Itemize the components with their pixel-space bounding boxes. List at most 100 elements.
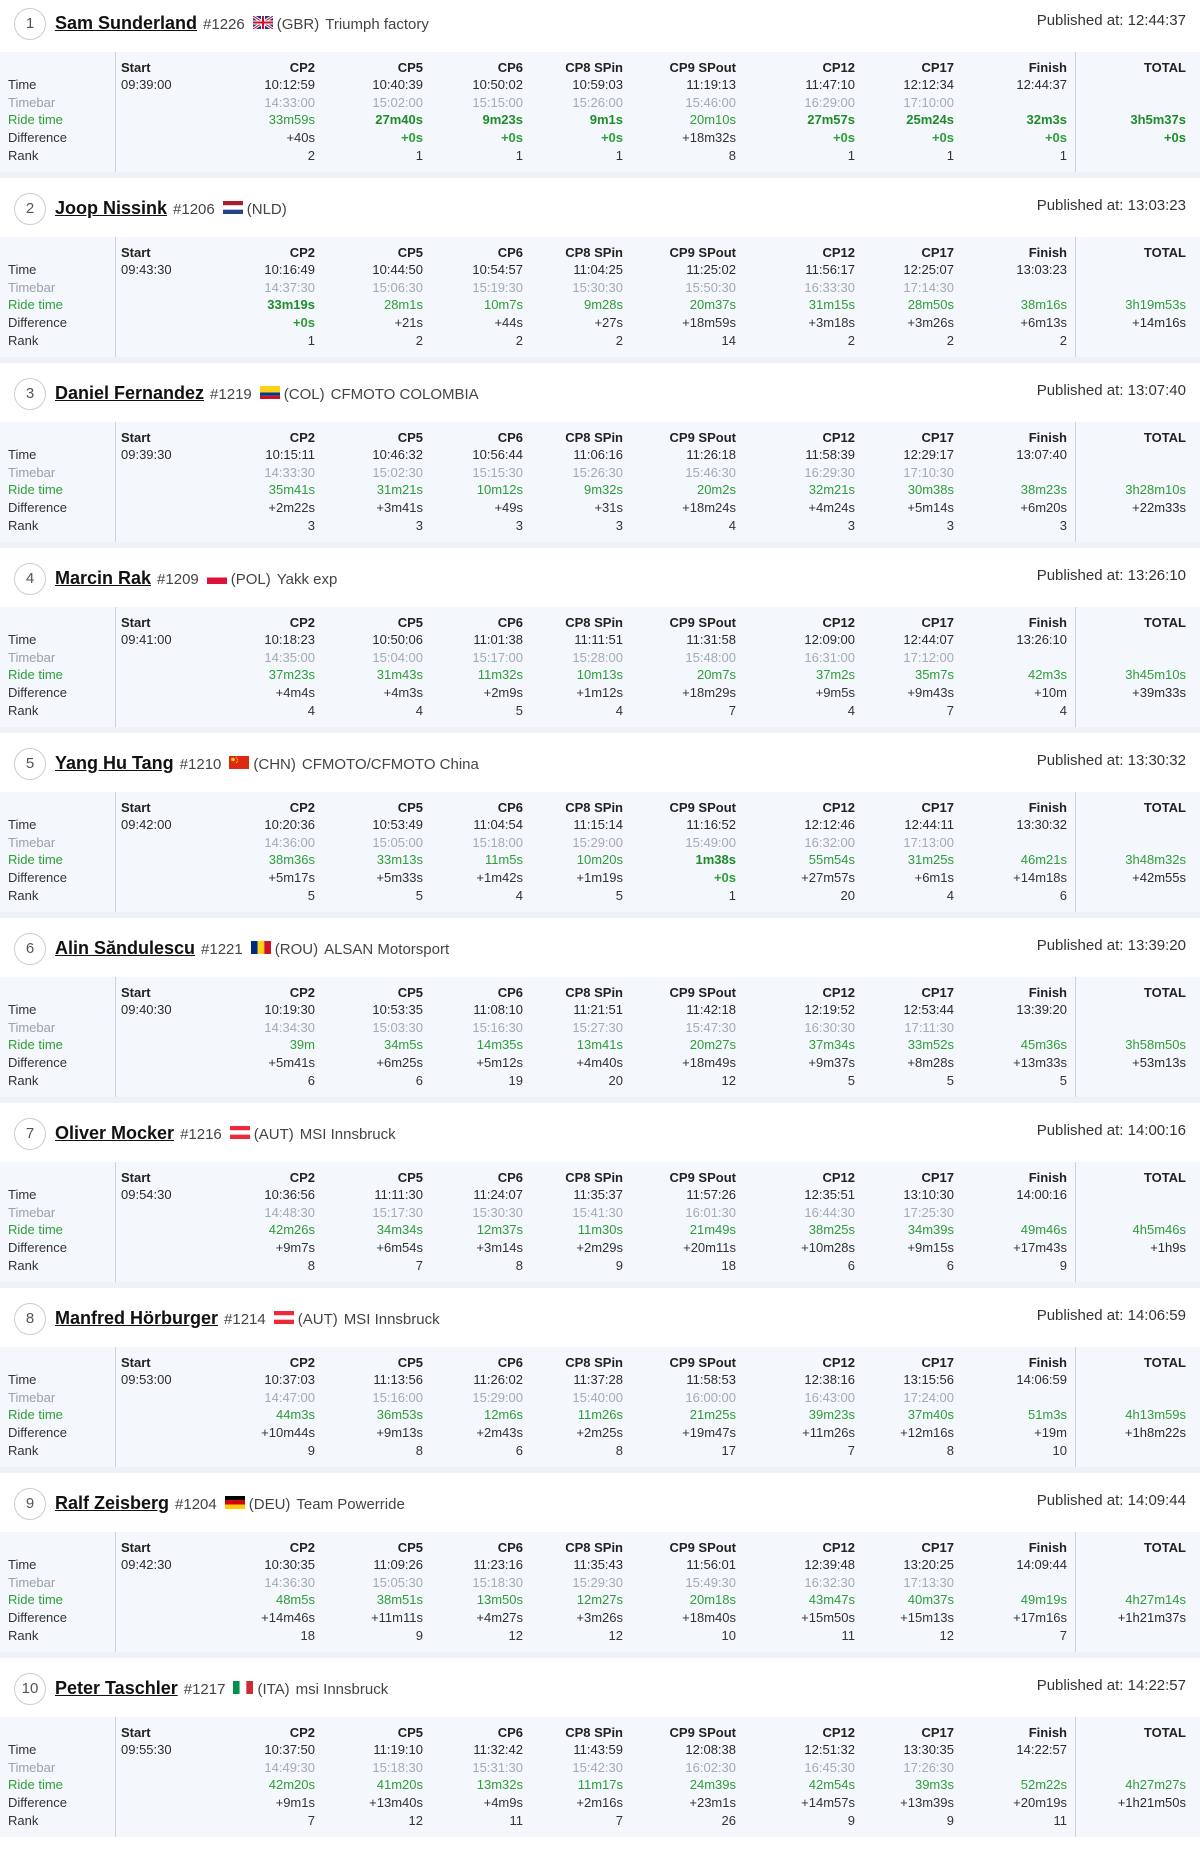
checkpoint-time: 10:40:39: [372, 77, 423, 92]
checkpoint-difference: +19m47s: [682, 1425, 736, 1440]
checkpoint-difference: +44s: [494, 315, 523, 330]
checkpoint-difference: +3m18s: [808, 315, 855, 330]
checkpoint-difference: +27s: [594, 315, 623, 330]
checkpoint-difference: +0s: [1044, 130, 1067, 145]
checkpoint-time: 10:54:57: [472, 262, 523, 277]
checkpoint-ride-time: 48m5s: [275, 1592, 315, 1607]
checkpoint-ride-time: 41m20s: [376, 1777, 423, 1792]
checkpoint-difference: +5m14s: [907, 500, 954, 515]
rider-name-link[interactable]: Peter Taschler: [55, 1678, 178, 1698]
rider-name-link[interactable]: Yang Hu Tang: [55, 753, 174, 773]
checkpoint-difference: +4m40s: [576, 1055, 623, 1070]
checkpoint-timebar: 16:31:00: [804, 650, 855, 665]
rider-name-link[interactable]: Ralf Zeisberg: [55, 1493, 170, 1513]
checkpoint-header: CP17: [921, 60, 954, 75]
rider-name-link[interactable]: Joop Nissink: [55, 198, 168, 218]
checkpoint-timebar: 14:33:00: [264, 95, 315, 110]
checkpoint-ride-time: 9m28s: [583, 297, 623, 312]
checkpoint-column: CP6 11:08:10 15:16:30 14m35s +5m12s 19: [423, 977, 523, 1097]
checkpoint-rank: 2: [515, 333, 523, 348]
checkpoint-column: CP5 10:40:39 15:02:00 27m40s +0s 1: [323, 52, 423, 172]
checkpoint-rank: 11: [841, 1628, 856, 1643]
checkpoint-ride-time: 12m37s: [476, 1222, 523, 1237]
checkpoint-timebar: 17:12:00: [903, 650, 954, 665]
checkpoint-timebar: 15:17:30: [372, 1205, 423, 1220]
published-time: Published at: 14:00:16: [1036, 1122, 1186, 1139]
checkpoint-time: 12:44:11: [904, 817, 954, 832]
checkpoint-rank: 5: [515, 703, 523, 718]
checkpoint-header: CP12: [822, 615, 855, 630]
rider-team: CFMOTO COLOMBIA: [330, 386, 479, 403]
row-label-df: Difference: [8, 1055, 68, 1070]
position-badge: 6: [14, 933, 46, 965]
checkpoint-timebar: 15:26:00: [572, 95, 623, 110]
checkpoint-timebar: 15:18:30: [372, 1760, 423, 1775]
checkpoint-column: Finish 14:09:44 49m19s +17m16s 7: [967, 1532, 1067, 1652]
checkpoint-timebar: 14:33:30: [264, 465, 315, 480]
rider-info: Daniel Fernandez #1219 (COL) CFMOTO COLOMBI…: [55, 383, 479, 404]
checkpoint-time: 14:09:44: [1016, 1557, 1067, 1572]
row-label-rk: Rank: [8, 148, 39, 163]
checkpoint-time: 11:06:16: [573, 447, 623, 462]
total-ride-time: 3h19m53s: [1125, 297, 1186, 312]
checkpoint-header: CP2: [289, 1355, 315, 1370]
row-labels: Time Timebar Ride time Difference Rank: [0, 52, 116, 172]
rider-name-link[interactable]: Sam Sunderland: [55, 13, 198, 33]
checkpoint-timebar: 15:30:30: [472, 1205, 523, 1220]
rider-name-link[interactable]: Alin Săndulescu: [55, 938, 196, 958]
checkpoint-rank: 1: [307, 333, 315, 348]
checkpoint-column: CP8 SPin 10:59:03 15:26:00 9m1s +0s 1: [523, 52, 623, 172]
checkpoint-difference: +2m29s: [576, 1240, 623, 1255]
checkpoint-column: CP8 SPin 11:06:16 15:26:30 9m32s +31s 3: [523, 422, 623, 542]
checkpoint-rank: 9: [307, 1443, 315, 1458]
rider-result: 1 Sam Sunderland #1226 (GBR) Triumph factory…: [0, 0, 1200, 178]
published-time: Published at: 14:22:57: [1036, 1677, 1186, 1694]
checkpoint-rank: 7: [946, 703, 954, 718]
checkpoint-rank: 9: [847, 1813, 855, 1828]
checkpoint-column: CP6 11:23:16 15:18:30 13m50s +4m27s 12: [423, 1532, 523, 1652]
checkpoint-difference: +8m28s: [907, 1055, 954, 1070]
rider-name-link[interactable]: Marcin Rak: [55, 568, 152, 588]
rider-name-link[interactable]: Oliver Mocker: [55, 1123, 175, 1143]
checkpoint-time: 12:25:07: [903, 262, 954, 277]
checkpoint-header: CP2: [289, 615, 315, 630]
checkpoint-ride-time: 27m57s: [807, 112, 855, 127]
start-header: Start: [121, 245, 151, 260]
checkpoint-time: 11:26:02: [473, 1372, 523, 1387]
checkpoint-rank: 4: [307, 703, 315, 718]
flag-rou-icon: [250, 941, 271, 954]
checkpoint-header: CP2: [289, 60, 315, 75]
checkpoint-timebar: 17:14:30: [903, 280, 954, 295]
row-label-df: Difference: [8, 1425, 68, 1440]
total-difference: +0s: [1163, 130, 1186, 145]
flag-ita-icon: [233, 1681, 254, 1694]
checkpoint-timebar: 15:47:30: [685, 1020, 736, 1035]
row-label-rt: Ride time: [8, 1037, 63, 1052]
checkpoint-column: CP12 12:35:51 16:44:30 38m25s +10m28s 6: [755, 1162, 855, 1282]
checkpoint-difference: +5m12s: [476, 1055, 523, 1070]
checkpoint-column: CP6 10:50:02 15:15:00 9m23s +0s 1: [423, 52, 523, 172]
rider-team: MSI Innsbruck: [343, 1311, 440, 1328]
checkpoint-time: 10:37:50: [264, 1742, 315, 1757]
checkpoint-timebar: 15:15:30: [472, 465, 523, 480]
checkpoint-header: CP2: [289, 1540, 315, 1555]
checkpoint-rank: 5: [615, 888, 623, 903]
checkpoint-difference: +4m4s: [275, 685, 315, 700]
checkpoint-rank: 3: [515, 518, 523, 533]
checkpoint-header: CP2: [289, 430, 315, 445]
checkpoint-rank: 7: [1059, 1628, 1067, 1643]
checkpoint-header: CP8 SPin: [565, 1355, 623, 1370]
checkpoint-header: Finish: [1028, 800, 1067, 815]
checkpoint-column: CP8 SPin 11:21:51 15:27:30 13m41s +4m40s 20: [523, 977, 623, 1097]
checkpoint-header: CP12: [822, 1540, 855, 1555]
row-label-df: Difference: [8, 870, 68, 885]
total-column: TOTAL 4h13m59s +1h8m22s: [1075, 1347, 1186, 1467]
split-times-table: Time Timebar Ride time Difference Rank Start 0…: [0, 237, 1200, 357]
checkpoint-time: 11:32:42: [473, 1742, 523, 1757]
checkpoint-ride-time: 11m17s: [577, 1777, 623, 1792]
rider-name-link[interactable]: Manfred Hörburger: [55, 1308, 219, 1328]
rider-name-link[interactable]: Daniel Fernandez: [55, 383, 205, 403]
checkpoint-column: Finish 13:30:32 46m21s +14m18s 6: [967, 792, 1067, 912]
checkpoint-difference: +9m43s: [907, 685, 954, 700]
start-column: Start 09:54:30: [121, 1162, 241, 1282]
